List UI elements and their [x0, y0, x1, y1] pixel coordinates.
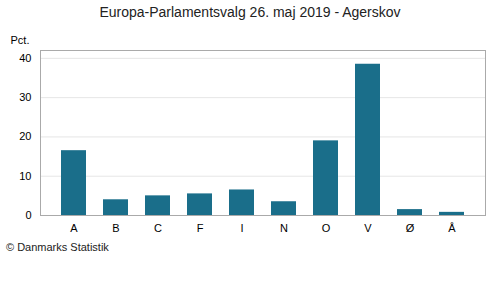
svg-text:A: A: [70, 222, 78, 234]
svg-text:O: O: [322, 222, 331, 234]
svg-text:Å: Å: [448, 222, 456, 234]
svg-text:N: N: [280, 222, 288, 234]
svg-text:20: 20: [19, 130, 31, 142]
svg-text:30: 30: [19, 91, 31, 103]
svg-text:40: 40: [19, 52, 31, 64]
svg-text:0: 0: [25, 209, 31, 221]
html-text:Europa-Parlamentsvalg 26. maj: Europa-Parlamentsvalg 26. maj 2019 - Age…: [99, 4, 401, 20]
svg-text:V: V: [364, 222, 372, 234]
svg-text:Pct.: Pct.: [11, 34, 30, 46]
svg-text:Ø: Ø: [406, 222, 415, 234]
svg-text:I: I: [240, 222, 243, 234]
svg-text:10: 10: [19, 170, 31, 182]
html-text:© Danmarks Statistik: © Danmarks Statistik: [6, 241, 109, 253]
svg-text:C: C: [154, 222, 162, 234]
svg-text:F: F: [197, 222, 204, 234]
svg-text:B: B: [112, 222, 119, 234]
